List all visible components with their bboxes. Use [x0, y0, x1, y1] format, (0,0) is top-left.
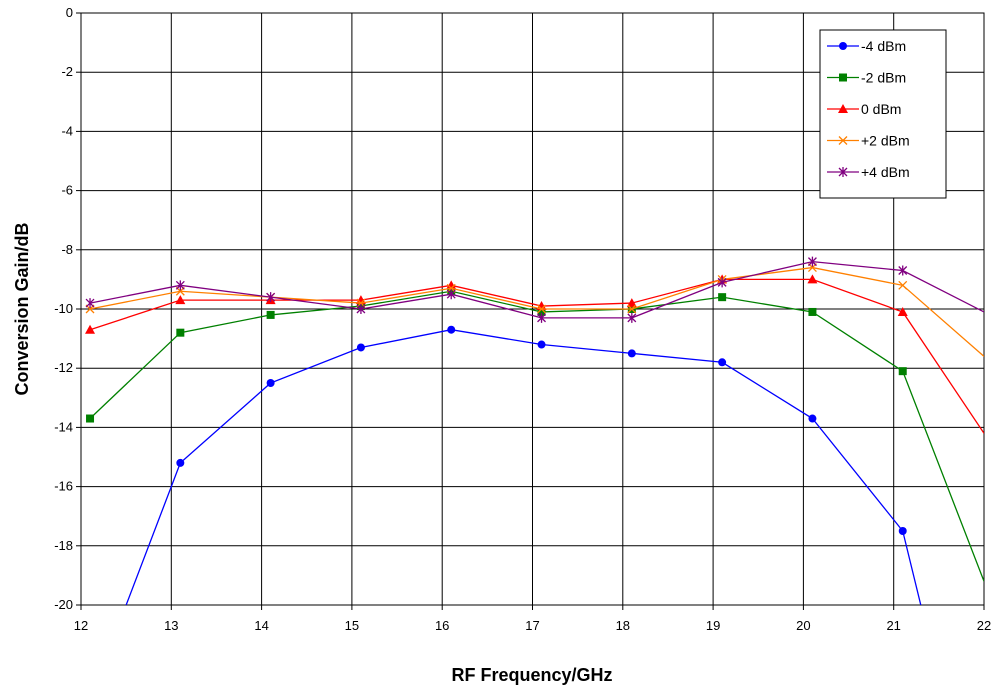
x-tick-label: 19 [706, 618, 720, 633]
y-axis-title: Conversion Gain/dB [12, 222, 32, 395]
data-point [446, 289, 456, 300]
y-tick-label: -16 [54, 479, 73, 494]
y-tick-label: -20 [54, 597, 73, 612]
data-point [85, 298, 95, 309]
x-tick-label: 21 [886, 618, 900, 633]
legend-swatch-marker [838, 167, 848, 177]
legend-swatch-marker [838, 104, 848, 113]
data-point [86, 414, 95, 423]
legend-label: 0 dBm [861, 101, 901, 117]
data-point [537, 307, 546, 316]
data-point [807, 274, 818, 284]
data-point [808, 414, 817, 423]
data-point [898, 265, 908, 276]
x-tick-label: 16 [435, 618, 449, 633]
data-point [627, 312, 637, 323]
x-axis-ticks: 12 13 14 15 16 17 18 19 20 21 22 [74, 605, 991, 633]
y-tick-label: -12 [54, 360, 73, 375]
y-tick-label: -6 [61, 183, 73, 198]
x-tick-label: 14 [254, 618, 268, 633]
legend-swatch-marker [839, 42, 847, 50]
x-tick-label: 12 [74, 618, 88, 633]
data-point [266, 379, 275, 387]
data-point [446, 280, 457, 290]
data-point [537, 312, 546, 323]
legend: -4 dBm -2 dBm 0 dBm +2 dBm +4 dBm [819, 29, 947, 199]
data-point [627, 304, 637, 314]
data-point [176, 328, 185, 337]
legend-label: +4 dBm [861, 164, 910, 180]
x-tick-label: 20 [796, 618, 810, 633]
data-point [356, 343, 365, 352]
data-point [897, 306, 908, 316]
data-point [626, 298, 637, 308]
legend-item-4: +2 dBm [827, 133, 910, 149]
data-point [898, 280, 908, 290]
data-point [807, 256, 817, 267]
data-point [717, 277, 727, 288]
series-1 [125, 325, 922, 605]
data-point [447, 325, 456, 334]
y-tick-label: -4 [61, 123, 73, 138]
series-group [85, 256, 984, 605]
data-point [266, 310, 275, 319]
legend-swatch-marker [839, 73, 847, 82]
y-tick-label: -2 [61, 64, 73, 79]
series-5 [85, 256, 984, 323]
data-point [537, 304, 546, 314]
y-tick-label: 0 [66, 5, 73, 20]
data-point [355, 295, 366, 305]
legend-item-2: -2 dBm [827, 70, 906, 86]
data-point [627, 349, 636, 358]
y-tick-label: -10 [54, 301, 73, 316]
legend-item-5: +4 dBm [827, 164, 910, 180]
data-point [898, 527, 907, 535]
y-axis-ticks: 0 -2 -4 -6 -8 -10 -12 -14 -16 -18 -20 [54, 5, 81, 612]
legend-item-1: -4 dBm [827, 38, 906, 54]
data-point [266, 292, 276, 303]
y-tick-label: -8 [61, 242, 73, 257]
legend-label: +2 dBm [861, 133, 910, 149]
x-axis-title: RF Frequency/GHz [451, 665, 612, 685]
data-point [176, 458, 185, 467]
legend-label: -4 dBm [861, 38, 906, 54]
legend-item-3: 0 dBm [827, 101, 901, 117]
x-tick-label: 15 [345, 618, 359, 633]
legend-label: -2 dBm [861, 70, 906, 86]
data-point [356, 304, 366, 314]
y-tick-label: -14 [54, 419, 73, 434]
x-tick-label: 22 [977, 618, 991, 633]
data-point [898, 367, 907, 376]
y-tick-label: -18 [54, 538, 73, 553]
x-tick-label: 13 [164, 618, 178, 633]
data-point [808, 307, 817, 316]
data-point [718, 293, 727, 302]
x-tick-label: 18 [616, 618, 630, 633]
data-point [175, 280, 185, 291]
data-point [537, 340, 546, 349]
legend-swatch-marker [838, 136, 848, 145]
data-point [718, 358, 727, 367]
data-point [85, 324, 96, 334]
data-point [175, 295, 186, 305]
x-tick-label: 17 [525, 618, 539, 633]
